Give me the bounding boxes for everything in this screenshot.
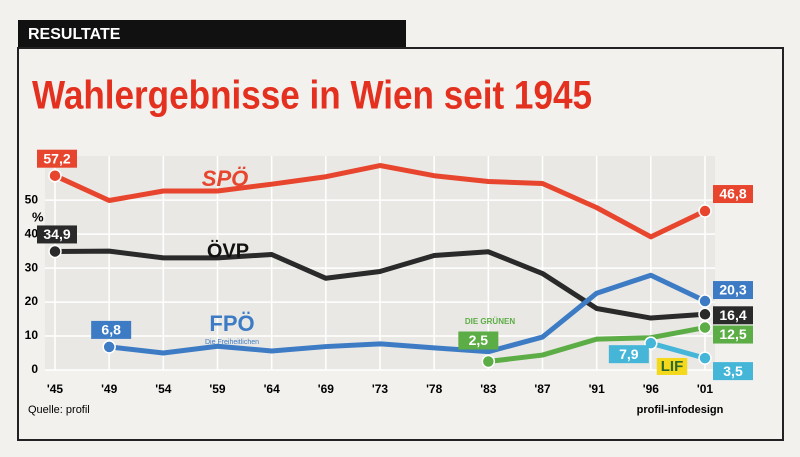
point-marker (698, 351, 712, 365)
value-label: 2,5 (469, 332, 489, 348)
value-label: 57,2 (43, 150, 70, 166)
x-tick-label: '83 (480, 382, 497, 396)
x-tick-label: '96 (643, 382, 660, 396)
y-tick-label: 50 (25, 192, 39, 206)
header: RESULTATE (28, 26, 121, 43)
x-tick-label: '01 (697, 382, 714, 396)
point-marker (102, 340, 116, 354)
value-label-box (713, 362, 753, 381)
y-tick-label: 0 (31, 362, 38, 376)
value-label: 12,5 (719, 326, 746, 342)
x-tick-label: '59 (209, 382, 226, 396)
x-tick-label: '64 (264, 382, 281, 396)
y-unit: % (32, 209, 44, 224)
value-label-box (713, 325, 753, 344)
value-label-box (37, 225, 77, 244)
x-tick-label: '45 (47, 382, 64, 396)
x-tick-label: '73 (372, 382, 389, 396)
credit: profil-infodesign (637, 404, 724, 416)
value-label: 34,9 (43, 226, 70, 242)
y-tick-label: 40 (25, 226, 39, 240)
x-tick-label: '78 (426, 382, 443, 396)
value-label-box (91, 320, 132, 339)
source: Quelle: profil (28, 404, 90, 416)
y-tick-label: 30 (25, 260, 39, 274)
series-line (52, 163, 708, 240)
point-marker (48, 168, 62, 183)
x-tick-label: '54 (155, 382, 172, 396)
y-tick-label: 10 (25, 328, 39, 342)
chart-title: Wahlergebnisse in Wien seit 1945 (32, 74, 592, 118)
value-label-box (37, 149, 77, 168)
series-name: LIF (661, 358, 684, 375)
x-tick-label: '91 (589, 382, 606, 396)
point-marker (698, 204, 712, 218)
annotation: Die Freiheitlichen (205, 339, 259, 346)
value-label: 16,4 (719, 307, 746, 323)
legend-badge (656, 357, 688, 375)
value-label: 20,3 (719, 282, 746, 298)
value-label: 6,8 (101, 322, 121, 338)
series-name: ÖVP (207, 239, 249, 262)
x-tick-label: '87 (534, 382, 551, 396)
value-label-box (458, 331, 499, 350)
value-label-box (713, 185, 753, 204)
y-tick-label: 20 (25, 294, 39, 308)
value-label-box (713, 281, 753, 300)
point-marker (698, 307, 712, 322)
series-name: DIE GRÜNEN (465, 317, 515, 326)
point-marker (48, 244, 62, 259)
value-label: 46,8 (719, 186, 746, 202)
series-line (106, 272, 708, 356)
x-tick-label: '49 (101, 382, 118, 396)
value-label: 3,5 (723, 363, 743, 379)
point-marker (698, 294, 712, 308)
x-tick-label: '69 (318, 382, 335, 396)
value-label: 7,9 (619, 346, 639, 362)
point-marker (481, 354, 496, 369)
header-bar (18, 20, 406, 48)
frame (17, 47, 784, 441)
value-label-box (608, 345, 649, 364)
series-line (52, 248, 708, 321)
series-name: FPÖ (209, 311, 254, 336)
series-line (648, 340, 708, 361)
value-label-box (713, 306, 753, 325)
series-name: SPÖ (202, 166, 248, 191)
series-line (485, 325, 708, 365)
point-marker (698, 320, 712, 335)
